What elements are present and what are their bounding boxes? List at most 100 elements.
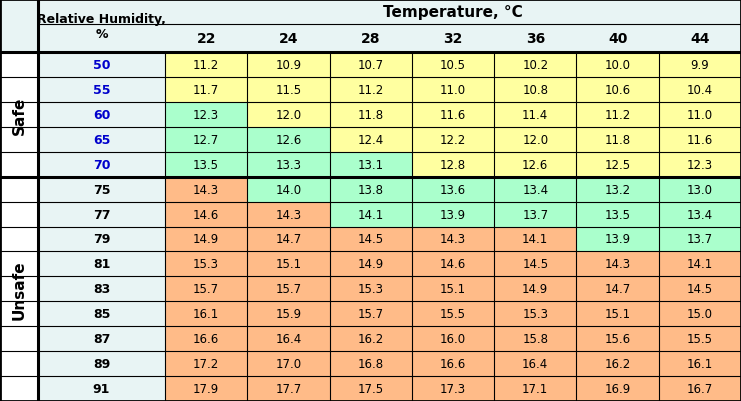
Text: 13.7: 13.7 — [522, 208, 548, 221]
Bar — [38, 103, 165, 128]
Text: 11.2: 11.2 — [605, 109, 631, 122]
Bar — [659, 53, 741, 78]
Text: 15.7: 15.7 — [193, 283, 219, 296]
Bar — [330, 53, 412, 78]
Bar — [412, 152, 494, 177]
Bar — [494, 128, 576, 152]
Bar — [330, 227, 412, 252]
Text: 16.6: 16.6 — [193, 332, 219, 345]
Text: 12.8: 12.8 — [440, 158, 466, 171]
Text: 13.2: 13.2 — [605, 183, 631, 196]
Text: 81: 81 — [93, 258, 110, 271]
Bar — [165, 227, 247, 252]
Bar — [330, 128, 412, 152]
Bar — [330, 152, 412, 177]
Text: 10.4: 10.4 — [687, 84, 713, 97]
Bar — [494, 152, 576, 177]
Text: 11.2: 11.2 — [358, 84, 384, 97]
Text: 13.9: 13.9 — [605, 233, 631, 246]
Text: 13.6: 13.6 — [440, 183, 466, 196]
Text: 13.5: 13.5 — [605, 208, 631, 221]
Text: 16.4: 16.4 — [276, 332, 302, 345]
Bar — [38, 53, 165, 78]
Text: 13.3: 13.3 — [276, 158, 302, 171]
Text: 16.8: 16.8 — [358, 357, 384, 370]
Text: 12.6: 12.6 — [522, 158, 548, 171]
Bar — [247, 252, 330, 277]
Text: 87: 87 — [93, 332, 110, 345]
Bar — [576, 202, 659, 227]
Text: 55: 55 — [93, 84, 110, 97]
Text: 15.1: 15.1 — [605, 308, 631, 320]
Bar — [659, 152, 741, 177]
Text: 14.1: 14.1 — [522, 233, 548, 246]
Bar — [576, 152, 659, 177]
Text: 12.5: 12.5 — [605, 158, 631, 171]
Text: 15.5: 15.5 — [687, 332, 713, 345]
Bar — [659, 252, 741, 277]
Text: 16.6: 16.6 — [440, 357, 466, 370]
Bar — [38, 152, 165, 177]
Text: 15.8: 15.8 — [522, 332, 548, 345]
Text: 85: 85 — [93, 308, 110, 320]
Bar — [247, 128, 330, 152]
Bar — [659, 128, 741, 152]
Bar — [165, 53, 247, 78]
Bar — [165, 202, 247, 227]
Bar — [38, 177, 165, 202]
Text: 12.4: 12.4 — [358, 134, 384, 146]
Text: 70: 70 — [93, 158, 110, 171]
Text: 15.3: 15.3 — [193, 258, 219, 271]
Bar — [576, 277, 659, 302]
Bar — [165, 252, 247, 277]
Text: 11.8: 11.8 — [605, 134, 631, 146]
Text: 14.9: 14.9 — [193, 233, 219, 246]
Text: Relative Humidity,
%: Relative Humidity, % — [37, 12, 166, 41]
Text: 14.3: 14.3 — [276, 208, 302, 221]
Bar — [38, 277, 165, 302]
Text: 14.3: 14.3 — [440, 233, 466, 246]
Text: 17.5: 17.5 — [358, 382, 384, 395]
Text: 17.7: 17.7 — [276, 382, 302, 395]
Bar — [576, 326, 659, 351]
Text: 13.8: 13.8 — [358, 183, 384, 196]
Bar — [659, 177, 741, 202]
Bar — [659, 302, 741, 326]
Text: 12.0: 12.0 — [522, 134, 548, 146]
Text: 11.4: 11.4 — [522, 109, 548, 122]
Bar — [576, 302, 659, 326]
Text: 14.5: 14.5 — [522, 258, 548, 271]
Text: 11.5: 11.5 — [276, 84, 302, 97]
Text: 14.3: 14.3 — [193, 183, 219, 196]
Bar — [165, 326, 247, 351]
Text: 17.2: 17.2 — [193, 357, 219, 370]
Bar — [330, 177, 412, 202]
Text: 11.0: 11.0 — [440, 84, 466, 97]
Text: 16.2: 16.2 — [605, 357, 631, 370]
Bar — [412, 376, 494, 401]
Bar — [576, 128, 659, 152]
Text: 15.3: 15.3 — [358, 283, 384, 296]
Text: 44: 44 — [690, 32, 710, 46]
Bar — [165, 128, 247, 152]
Text: 15.0: 15.0 — [687, 308, 713, 320]
Bar — [165, 351, 247, 376]
Bar — [247, 326, 330, 351]
Bar — [38, 376, 165, 401]
Bar — [38, 351, 165, 376]
Text: 14.0: 14.0 — [276, 183, 302, 196]
Text: 40: 40 — [608, 32, 628, 46]
Text: 83: 83 — [93, 283, 110, 296]
Text: 10.5: 10.5 — [440, 59, 466, 72]
Bar — [576, 351, 659, 376]
Text: 77: 77 — [93, 208, 110, 221]
Text: 12.3: 12.3 — [687, 158, 713, 171]
Text: 11.8: 11.8 — [358, 109, 384, 122]
Text: 15.5: 15.5 — [440, 308, 466, 320]
Bar — [247, 152, 330, 177]
Text: 11.7: 11.7 — [193, 84, 219, 97]
Text: 79: 79 — [93, 233, 110, 246]
Bar — [494, 376, 576, 401]
Bar — [659, 103, 741, 128]
Text: 14.7: 14.7 — [276, 233, 302, 246]
